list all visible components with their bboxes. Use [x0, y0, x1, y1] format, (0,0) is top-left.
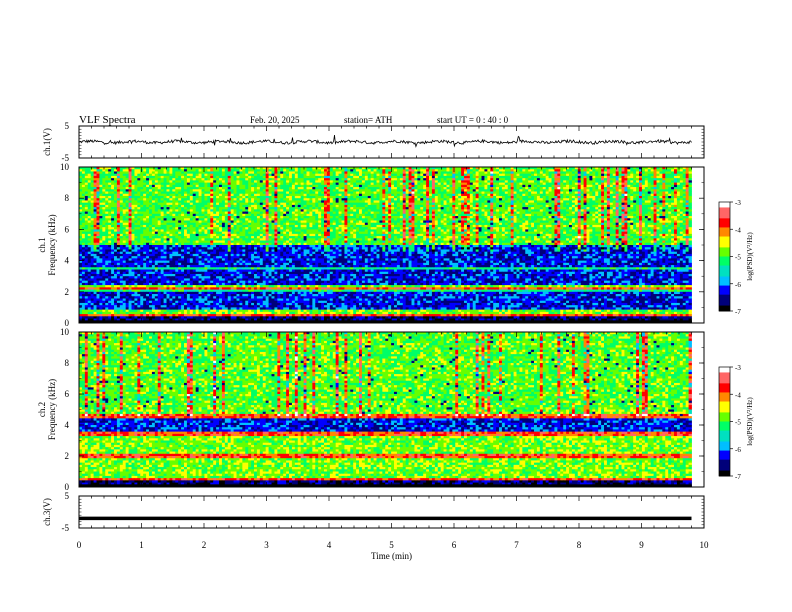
ch1-trace [79, 135, 692, 146]
vlf-figure: VLF Spectra Feb. 20, 2025 station= ATH s… [0, 0, 792, 612]
figure-start-time: start UT = 0 : 40 : 0 [437, 115, 509, 125]
y-tick-label: 5 [65, 121, 70, 131]
ch1-voltage-panel: 5-5ch.1(V) [42, 121, 704, 163]
figure-station: station= ATH [344, 115, 393, 125]
figure-title: VLF Spectra [79, 114, 136, 126]
figure-date: Feb. 20, 2025 [250, 115, 300, 125]
spectrogram-cells [79, 167, 692, 323]
y-axis-label: ch.1(V) [42, 128, 52, 156]
